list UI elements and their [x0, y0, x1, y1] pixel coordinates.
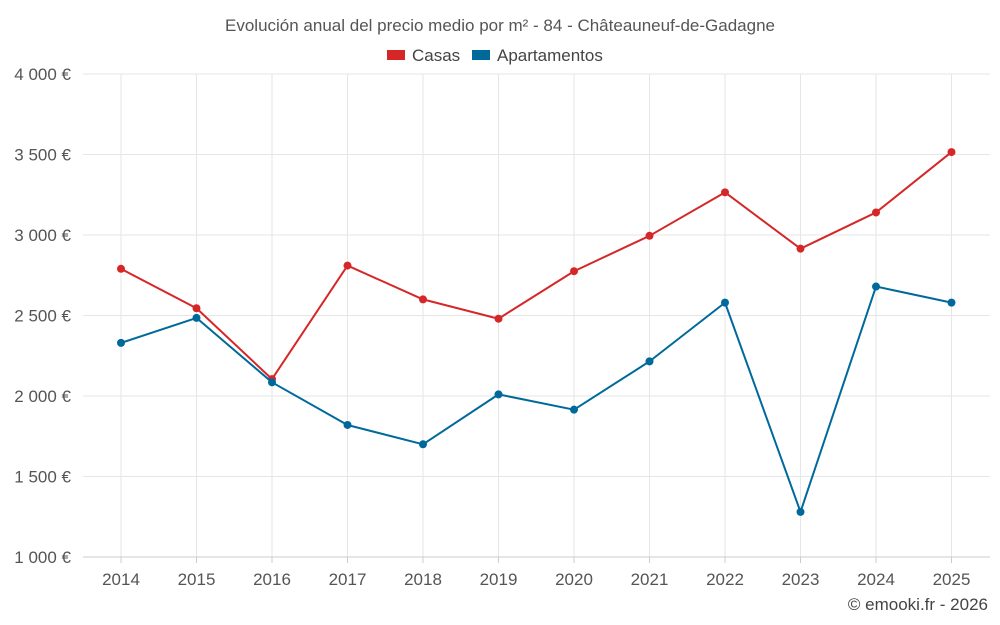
data-point-apartamentos[interactable]	[268, 378, 276, 387]
y-tick-label: 2 000 €	[14, 387, 71, 406]
x-tick-label: 2018	[404, 570, 442, 589]
data-point-apartamentos[interactable]	[117, 338, 125, 347]
series	[117, 148, 956, 516]
legend-label-casas: Casas	[412, 46, 460, 65]
y-tick-label: 2 500 €	[14, 307, 71, 326]
y-tick-label: 1 000 €	[14, 548, 71, 567]
legend-swatch-casas	[387, 50, 405, 60]
x-tick-label: 2014	[102, 570, 140, 589]
data-point-apartamentos[interactable]	[645, 357, 654, 366]
x-tick-label: 2015	[178, 570, 216, 589]
x-tick-label: 2016	[253, 570, 291, 589]
data-point-apartamentos[interactable]	[872, 282, 880, 291]
data-point-casas[interactable]	[343, 261, 352, 270]
y-tick-label: 1 500 €	[14, 468, 71, 487]
series-line-apartamentos	[120, 285, 952, 513]
data-point-apartamentos[interactable]	[494, 390, 503, 399]
y-tick-label: 4 000 €	[14, 65, 71, 84]
data-point-apartamentos[interactable]	[419, 440, 427, 449]
data-point-casas[interactable]	[570, 267, 578, 276]
y-tick-label: 3 000 €	[14, 226, 71, 245]
data-point-casas[interactable]	[419, 295, 427, 304]
series-line-casas	[120, 151, 953, 381]
grid	[83, 73, 990, 557]
legend-swatch-apartamentos	[472, 50, 490, 60]
data-point-casas[interactable]	[796, 244, 805, 253]
data-point-apartamentos[interactable]	[343, 420, 352, 429]
y-tick-label: 3 500 €	[14, 146, 71, 165]
legend-label-apartamentos: Apartamentos	[497, 46, 603, 65]
x-tick-label: 2019	[480, 570, 518, 589]
x-tick-label: 2025	[933, 570, 971, 589]
data-point-apartamentos[interactable]	[721, 298, 729, 307]
data-point-casas[interactable]	[947, 148, 956, 157]
legend-item-casas[interactable]: Casas	[387, 46, 460, 65]
data-point-apartamentos[interactable]	[947, 298, 956, 307]
x-tick-label: 2024	[857, 570, 895, 589]
data-point-casas[interactable]	[117, 264, 125, 273]
data-point-casas[interactable]	[872, 208, 880, 217]
data-point-casas[interactable]	[494, 314, 503, 323]
data-point-apartamentos[interactable]	[796, 507, 805, 516]
x-tick-label: 2021	[631, 570, 669, 589]
y-axis-ticks: 1 000 € 1 500 € 2 000 € 2 500 € 3 000 € 3 500…	[14, 65, 71, 567]
chart-title: Evolución anual del precio medio por m² …	[225, 16, 775, 35]
x-tick-label: 2020	[555, 570, 593, 589]
x-tick-label: 2017	[329, 570, 367, 589]
x-tick-label: 2022	[706, 570, 744, 589]
legend: Casas Apartamentos	[387, 46, 603, 65]
data-point-casas[interactable]	[721, 188, 729, 197]
data-point-apartamentos[interactable]	[570, 405, 578, 414]
x-tick-label: 2023	[782, 570, 820, 589]
data-point-apartamentos[interactable]	[192, 313, 201, 322]
data-point-casas[interactable]	[192, 304, 201, 313]
legend-item-apartamentos[interactable]: Apartamentos	[472, 46, 603, 65]
credit-text: © emooki.fr - 2026	[848, 595, 988, 614]
data-point-casas[interactable]	[645, 231, 654, 240]
x-axis-ticks: 2014 2015 2016 2017 2018 2019 2020 2021 2022 2023…	[102, 557, 970, 589]
